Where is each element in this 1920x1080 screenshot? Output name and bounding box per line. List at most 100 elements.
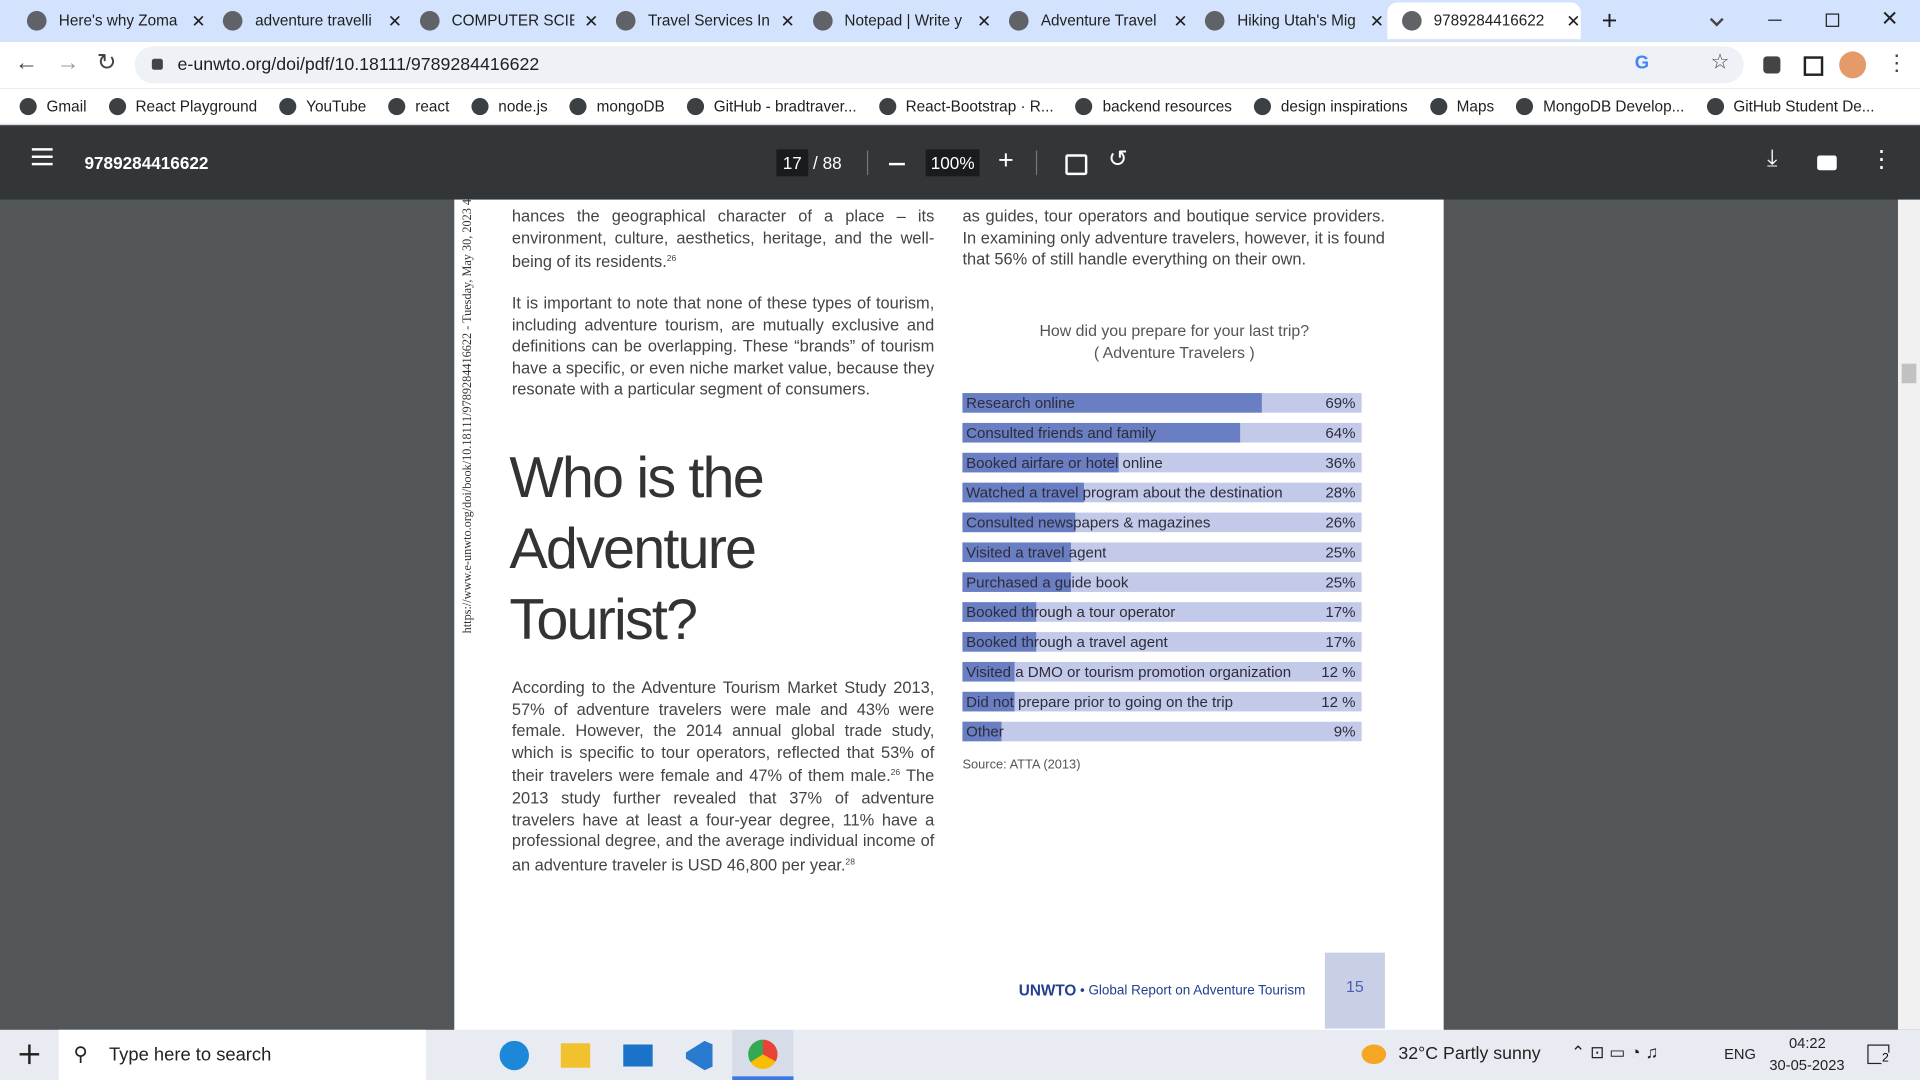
chrome-active[interactable] (732, 1029, 794, 1080)
bookmark[interactable]: Gmail (19, 97, 87, 115)
bookmark-icon (1075, 97, 1093, 115)
tab[interactable]: Travel Services In ✕ (601, 2, 795, 39)
value-label: 9% (1334, 724, 1356, 741)
category-label: Booked through a tour operator (966, 604, 1175, 621)
tab[interactable]: Notepad | Write y ✕ (798, 2, 991, 39)
bookmark-label: GitHub Student De... (1733, 97, 1875, 115)
bar (962, 512, 1076, 533)
paragraph: According to the Adventure Tourism Marke… (512, 677, 934, 876)
zoom-input[interactable]: 100% (925, 149, 980, 177)
restore[interactable] (1825, 13, 1840, 27)
edge[interactable] (499, 1040, 529, 1071)
tab[interactable]: 9789284416622 ✕ (1387, 2, 1581, 40)
pdf-page: https://www.e-unwto.org/doi/book/10.1811… (454, 199, 1444, 1057)
bookmark[interactable]: GitHub Student De... (1706, 97, 1875, 115)
clock-time[interactable]: 04:22 (1788, 1034, 1826, 1052)
zoom-in[interactable]: + (997, 144, 1014, 176)
bookmark-star[interactable]: ☆ (1710, 50, 1730, 74)
scrollbar[interactable] (1897, 199, 1920, 1030)
page-number-box: 15 (1324, 952, 1385, 1029)
bookmark-label: React-Bootstrap · R... (905, 97, 1054, 115)
bookmark[interactable]: backend resources (1075, 97, 1232, 115)
tab-close[interactable]: ✕ (387, 10, 403, 30)
bookmark[interactable]: MongoDB Develop... (1516, 97, 1684, 115)
reload[interactable]: ↻ (96, 50, 117, 76)
page-input[interactable]: 17 (776, 149, 809, 177)
category-label: Did not prepare prior to going on the tr… (966, 694, 1233, 711)
bookmark[interactable]: Maps (1429, 97, 1494, 115)
tab[interactable]: Hiking Utah's Mig ✕ (1191, 2, 1384, 39)
tray-icons[interactable]: ⌃ ⊡ ▭ ◔ ♫ (1571, 1042, 1659, 1062)
mail[interactable] (623, 1044, 653, 1067)
tab-close[interactable]: ✕ (584, 10, 599, 30)
bookmark[interactable]: node.js (471, 97, 548, 115)
search-placeholder: Type here to search (108, 1044, 272, 1066)
tab-title: COMPUTER SCIEN (451, 12, 575, 30)
tab-title: adventure travelli (255, 12, 372, 30)
url: e-unwto.org/doi/pdf/10.18111/97892844166… (177, 55, 540, 75)
tab[interactable]: Here's why Zoma ✕ (12, 2, 206, 39)
language[interactable]: ENG (1724, 1045, 1756, 1063)
extensions[interactable] (1763, 56, 1781, 74)
tab[interactable]: COMPUTER SCIEN ✕ (405, 2, 599, 39)
bookmark[interactable]: YouTube (279, 97, 366, 115)
tab-search[interactable] (1709, 12, 1724, 27)
value-label: 64% (1325, 425, 1355, 442)
scroll-thumb[interactable] (1901, 363, 1917, 384)
value-label: 12 % (1321, 694, 1355, 711)
heading-line: Who is the (509, 444, 764, 510)
value-label: 17% (1325, 604, 1355, 621)
bookmark[interactable]: GitHub - bradtraver... (686, 97, 857, 115)
search-box[interactable]: ⚲ Type here to search (58, 1029, 427, 1080)
close-window[interactable]: ✕ (1880, 7, 1899, 31)
side-panel[interactable] (1803, 56, 1824, 76)
new-tab[interactable]: + (1601, 4, 1618, 36)
sidebar-toggle[interactable] (31, 155, 53, 158)
forward[interactable]: → (56, 50, 80, 76)
chart-source: Source: ATTA (2013) (962, 757, 1080, 772)
tab-close[interactable]: ✕ (976, 10, 992, 30)
tab-close[interactable]: ✕ (780, 10, 795, 30)
menu[interactable]: ⋮ (1885, 50, 1908, 75)
bookmark[interactable]: react (388, 97, 450, 115)
omnibox[interactable]: e-unwto.org/doi/pdf/10.18111/97892844166… (134, 46, 1744, 84)
tab-title: Notepad | Write y (844, 12, 963, 30)
tab-close[interactable]: ✕ (1566, 10, 1581, 30)
bookmark[interactable]: design inspirations (1253, 97, 1408, 115)
clock-date[interactable]: 30-05-2023 (1769, 1056, 1845, 1074)
bar (962, 691, 1015, 712)
bookmark-icon (1253, 97, 1272, 115)
minimize[interactable] (1768, 19, 1782, 21)
file-explorer[interactable] (560, 1043, 591, 1068)
tab-icon (1205, 11, 1225, 31)
print[interactable] (1817, 155, 1837, 171)
vscode[interactable] (685, 1040, 713, 1071)
zoom-out[interactable] (888, 162, 905, 166)
bookmark-label: react (415, 97, 450, 115)
start[interactable] (19, 1044, 40, 1065)
download[interactable]: ⤓ (1766, 145, 1778, 172)
more[interactable]: ⋮ (1869, 146, 1894, 173)
tab-close[interactable]: ✕ (1369, 10, 1385, 30)
bar (962, 482, 1084, 503)
weather-icon (1361, 1044, 1387, 1065)
weather[interactable]: 32°C Partly sunny (1398, 1044, 1541, 1065)
back[interactable]: ← (14, 50, 38, 76)
rotate[interactable]: ↺ (1108, 146, 1128, 173)
profile[interactable] (1839, 51, 1867, 79)
bookmark[interactable]: React-Bootstrap · R... (878, 97, 1054, 115)
search-icon: ⚲ (73, 1044, 88, 1066)
tab-close[interactable]: ✕ (191, 10, 206, 30)
notifications[interactable]: 2 (1867, 1044, 1892, 1066)
tab[interactable]: adventure travelli ✕ (209, 2, 402, 39)
bookmark[interactable]: React Playground (108, 97, 257, 115)
bar (962, 393, 1262, 413)
fit-page[interactable] (1065, 154, 1088, 176)
google-icon[interactable]: G (1634, 52, 1649, 74)
bar (962, 721, 1002, 742)
bookmark[interactable]: mongoDB (569, 97, 665, 115)
tab[interactable]: Adventure Travel ✕ (994, 2, 1188, 39)
tab-close[interactable]: ✕ (1173, 10, 1188, 30)
value-label: 36% (1325, 455, 1355, 472)
bar-track (962, 691, 1362, 712)
